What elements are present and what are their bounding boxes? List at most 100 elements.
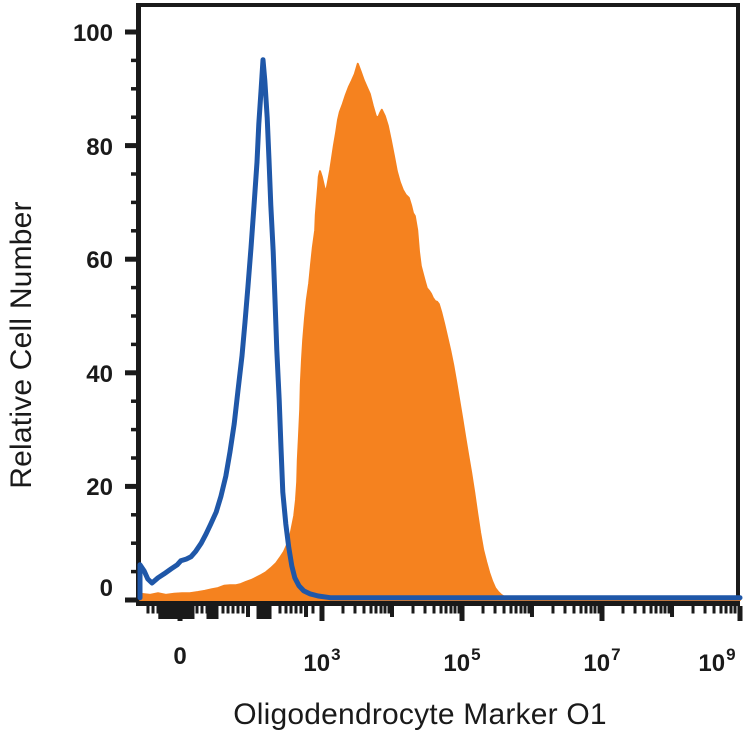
x-axis-minor-tick <box>423 606 427 614</box>
x-axis-minor-tick <box>374 606 378 614</box>
x-tick-label: 109 <box>698 644 735 677</box>
x-axis-minor-tick <box>712 606 716 614</box>
x-axis-minor-tick <box>379 606 383 614</box>
x-axis-minor-tick <box>432 606 436 614</box>
x-tick-label-exponent: 3 <box>331 645 341 664</box>
y-tick-label: 40 <box>86 360 113 388</box>
y-axis-minor-tick <box>131 172 140 176</box>
x-tick-label-exponent: 7 <box>611 645 621 664</box>
y-tick-label: 20 <box>86 474 113 502</box>
x-axis-minor-tick <box>642 606 646 614</box>
x-axis-medium-tick <box>304 606 309 617</box>
y-tick-label: 80 <box>86 133 113 161</box>
x-axis-minor-tick <box>729 606 733 614</box>
x-axis-tick-block <box>158 606 195 619</box>
x-axis-minor-tick <box>341 606 345 614</box>
x-axis-minor-tick <box>146 606 150 614</box>
x-tick-label-exponent: 5 <box>471 645 481 664</box>
x-axis-minor-tick <box>527 606 531 614</box>
x-axis-minor-tick <box>278 606 282 614</box>
x-axis-minor-tick <box>411 606 415 614</box>
x-axis-minor-tick <box>369 606 373 614</box>
x-axis-tick-block <box>256 606 272 619</box>
x-axis-minor-tick <box>633 606 637 614</box>
x-axis-medium-tick <box>390 606 394 617</box>
x-tick-label-base: 10 <box>443 650 471 677</box>
y-axis-minor-tick <box>131 569 140 574</box>
y-tick-label: 100 <box>72 20 113 47</box>
x-axis-minor-tick <box>294 606 298 614</box>
y-axis-major-tick <box>125 483 140 489</box>
plot-frame-bottom <box>136 598 740 606</box>
y-tick-label: 60 <box>86 247 113 275</box>
y-tick-label: 0 <box>99 575 113 602</box>
x-axis-minor-tick <box>284 606 288 614</box>
x-axis-minor-tick <box>523 606 527 614</box>
x-axis-minor-tick <box>493 606 497 614</box>
x-axis-minor-tick <box>439 606 443 614</box>
x-axis-minor-tick <box>151 606 155 614</box>
x-axis-medium-tick <box>246 606 250 617</box>
x-axis-minor-tick <box>659 606 663 614</box>
y-axis-minor-tick <box>131 87 140 91</box>
x-tick-label-base: 10 <box>698 650 726 677</box>
x-tick-label: 105 <box>443 644 480 677</box>
x-axis-minor-tick <box>514 606 518 614</box>
x-axis-minor-tick <box>387 606 391 614</box>
x-axis-major-tick <box>599 606 605 621</box>
x-tick-label-exponent: 9 <box>726 645 736 664</box>
x-axis-minor-tick <box>481 606 485 614</box>
y-axis-major-tick <box>125 256 140 262</box>
y-axis-minor-tick <box>131 427 140 432</box>
x-axis-minor-tick <box>299 606 303 614</box>
y-axis-minor-tick <box>131 342 140 347</box>
x-axis-medium-tick <box>670 606 675 617</box>
y-axis-minor-tick <box>131 314 140 318</box>
x-axis-minor-tick <box>572 606 576 614</box>
x-axis-tick-block <box>206 606 219 619</box>
x-axis-minor-tick <box>453 606 457 614</box>
x-axis-minor-tick <box>667 606 671 614</box>
y-axis-minor-tick <box>131 115 140 119</box>
x-axis-minor-tick <box>226 606 230 614</box>
x-axis-minor-tick <box>563 606 567 614</box>
x-tick-label: 103 <box>303 644 340 677</box>
x-tick-label-base: 10 <box>583 650 611 677</box>
x-axis-minor-tick <box>719 606 723 614</box>
y-axis-major-tick <box>125 143 140 149</box>
x-axis-minor-tick <box>200 606 204 614</box>
x-tick-label-base: 10 <box>303 650 331 677</box>
x-axis-minor-tick <box>502 606 506 614</box>
x-axis-minor-tick <box>584 606 588 614</box>
x-axis-minor-tick <box>663 606 667 614</box>
control-histogram-curve <box>137 57 743 601</box>
x-axis-minor-tick <box>724 606 728 614</box>
x-axis-minor-tick <box>353 606 357 614</box>
y-axis-minor-tick <box>131 513 140 517</box>
x-axis-minor-tick <box>231 606 235 614</box>
x-axis-minor-tick <box>703 606 707 614</box>
y-axis-minor-tick <box>131 456 140 460</box>
x-axis-title: Oligodendrocyte Marker O1 <box>233 698 607 731</box>
x-tick-label: 107 <box>583 644 620 677</box>
x-axis-minor-tick <box>289 606 293 614</box>
x-axis-minor-tick <box>156 606 160 614</box>
x-axis-minor-tick <box>593 606 597 614</box>
y-axis-minor-tick <box>131 399 140 403</box>
y-axis-minor-tick <box>131 200 140 205</box>
y-axis-major-tick <box>125 597 140 603</box>
x-axis-minor-tick <box>597 606 601 614</box>
x-axis-minor-tick <box>449 606 453 614</box>
x-axis-minor-tick <box>221 606 225 614</box>
x-axis-minor-tick <box>236 606 240 614</box>
x-axis-medium-tick <box>529 606 534 617</box>
x-axis-minor-tick <box>621 606 625 614</box>
x-axis-minor-tick <box>737 606 741 614</box>
x-axis-minor-tick <box>589 606 593 614</box>
x-axis-minor-tick <box>551 606 555 614</box>
x-axis-minor-tick <box>311 606 315 614</box>
x-axis-minor-tick <box>509 606 513 614</box>
x-axis-minor-tick <box>195 606 199 614</box>
